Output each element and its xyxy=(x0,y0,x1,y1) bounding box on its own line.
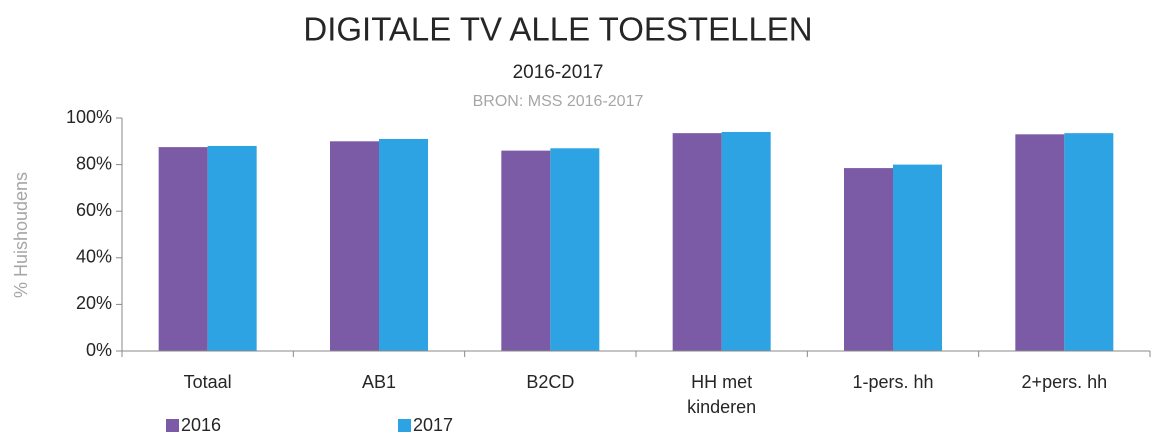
legend-label: 2016 xyxy=(181,415,221,435)
bar xyxy=(501,150,551,351)
bar xyxy=(158,147,208,351)
x-tick-label: B2CD xyxy=(526,372,574,392)
legend-label: 2017 xyxy=(413,415,453,435)
chart-title: DIGITALE TV ALLE TOESTELLEN xyxy=(303,11,812,48)
bar xyxy=(844,168,893,351)
y-tick-label: 100% xyxy=(66,107,112,127)
bar xyxy=(893,164,942,351)
bar xyxy=(1064,133,1114,351)
x-tick-label: Totaal xyxy=(184,372,232,392)
bar xyxy=(207,145,257,351)
legend-swatch xyxy=(398,419,411,432)
y-tick-label: 0% xyxy=(86,340,112,360)
y-tick-label: 40% xyxy=(76,247,112,267)
y-tick-label: 60% xyxy=(76,200,112,220)
bar xyxy=(721,131,771,351)
legend-swatch xyxy=(166,419,179,432)
x-tick-label: 2+pers. hh xyxy=(1022,372,1108,392)
bar xyxy=(379,138,428,351)
x-tick-label: AB1 xyxy=(362,372,396,392)
bar xyxy=(672,133,722,351)
source-note: BRON: MSS 2016-2017 xyxy=(473,93,644,110)
bar xyxy=(1015,134,1065,351)
bar xyxy=(550,148,600,351)
bar xyxy=(330,141,379,351)
chart-subtitle: 2016-2017 xyxy=(513,62,604,83)
y-tick-label: 20% xyxy=(76,293,112,313)
x-tick-label: 1-pers. hh xyxy=(852,372,933,392)
y-tick-label: 80% xyxy=(76,153,112,173)
x-tick-label: HH met kinderen xyxy=(687,372,756,417)
y-axis-label: % Huishoudens xyxy=(11,172,31,298)
